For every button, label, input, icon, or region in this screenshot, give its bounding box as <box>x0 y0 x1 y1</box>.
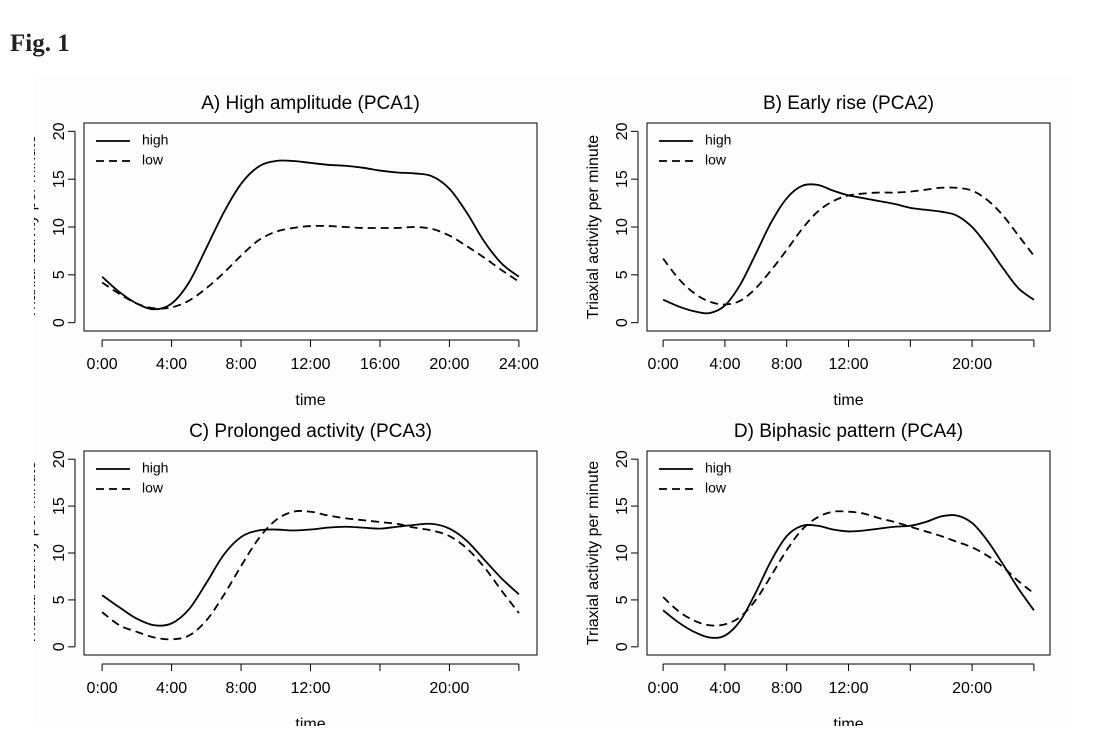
y-tick-label: 0 <box>614 642 631 651</box>
y-tick-label: 10 <box>51 218 68 236</box>
x-tick-label: 24:00 <box>499 356 539 373</box>
x-tick-label: 12:00 <box>290 680 330 697</box>
x-tick-label: 8:00 <box>225 356 256 373</box>
legend-label-low: low <box>142 152 164 168</box>
panel-title: D) Biphasic pattern (PCA4) <box>734 421 963 442</box>
series-line-low <box>662 510 1035 627</box>
x-tick-label: 0:00 <box>648 680 679 697</box>
chart-panel-1: A) High amplitude (PCA1) 0:00 4:00 8:00 12:0… <box>34 93 539 409</box>
series-line-high <box>662 183 1035 315</box>
x-axis-title: time <box>833 392 863 409</box>
x-tick-label: 0:00 <box>87 356 118 373</box>
plot-frame <box>646 450 1051 656</box>
y-tick-label: 10 <box>614 544 631 562</box>
chart-panel-4: D) Biphasic pattern (PCA4) 0:00 4:00 8:00 12… <box>585 421 1051 726</box>
x-axis-title: time <box>833 716 863 726</box>
x-tick-label: 16:00 <box>360 356 400 373</box>
legend-label-low: low <box>705 152 727 168</box>
x-tick-label: 12:00 <box>828 356 868 373</box>
x-tick-label: 4:00 <box>156 680 187 697</box>
plot-frame <box>646 122 1051 332</box>
x-tick-label: 4:00 <box>156 356 187 373</box>
y-tick-label: 20 <box>51 122 68 140</box>
y-axis-title: Triaxial activity per minute <box>585 461 602 645</box>
series-line-low <box>101 224 520 310</box>
series-line-high <box>662 514 1035 639</box>
y-tick-label: 0 <box>51 642 68 651</box>
y-tick-label: 5 <box>51 270 68 279</box>
x-axis-title: time <box>295 392 325 409</box>
chart-grid-svg: A) High amplitude (PCA1) 0:00 4:00 8:00 12:0… <box>34 93 1051 726</box>
x-tick-label: 20:00 <box>429 680 469 697</box>
y-tick-label: 5 <box>614 270 631 279</box>
legend-label-high: high <box>142 132 168 148</box>
y-tick-label: 20 <box>614 450 631 468</box>
x-tick-label: 20:00 <box>429 356 469 373</box>
legend-label-low: low <box>705 480 727 496</box>
y-tick-label: 20 <box>51 450 68 468</box>
x-tick-label: 20:00 <box>952 680 992 697</box>
panel-title: A) High amplitude (PCA1) <box>201 93 420 114</box>
y-tick-label: 5 <box>51 595 68 604</box>
series-line-high <box>101 522 520 627</box>
x-tick-label: 8:00 <box>771 356 802 373</box>
y-tick-label: 15 <box>614 170 631 188</box>
y-axis-title: Triaxial activity per minute <box>34 461 39 645</box>
x-tick-label: 8:00 <box>771 680 802 697</box>
legend-label-high: high <box>705 460 731 476</box>
x-tick-label: 0:00 <box>648 356 679 373</box>
series-line-high <box>101 159 520 311</box>
x-tick-label: 4:00 <box>709 680 740 697</box>
y-tick-label: 0 <box>614 318 631 327</box>
y-axis-title: Triaxial activity per minute <box>585 135 602 319</box>
chart-figure: A) High amplitude (PCA1) 0:00 4:00 8:00 12:0… <box>34 76 1074 726</box>
y-tick-label: 15 <box>614 497 631 515</box>
x-tick-label: 12:00 <box>290 356 330 373</box>
y-tick-label: 15 <box>51 497 68 515</box>
x-tick-label: 8:00 <box>225 680 256 697</box>
y-tick-label: 0 <box>51 318 68 327</box>
legend-label-low: low <box>142 480 164 496</box>
y-axis-title: Triaxial activity per minute <box>34 135 39 319</box>
plot-frame <box>83 122 538 332</box>
series-line-low <box>662 186 1035 306</box>
panel-title: C) Prolonged activity (PCA3) <box>189 421 432 442</box>
y-tick-label: 20 <box>614 122 631 140</box>
x-axis-title: time <box>295 716 325 726</box>
x-tick-label: 4:00 <box>709 356 740 373</box>
y-tick-label: 15 <box>51 170 68 188</box>
panel-title: B) Early rise (PCA2) <box>763 93 934 114</box>
plot-frame <box>83 450 538 656</box>
figure-label: Fig. 1 <box>10 30 70 57</box>
x-tick-label: 12:00 <box>828 680 868 697</box>
x-tick-label: 20:00 <box>952 356 992 373</box>
y-tick-label: 10 <box>614 218 631 236</box>
legend-label-high: high <box>705 132 731 148</box>
chart-panel-2: B) Early rise (PCA2) 0:00 4:00 8:00 12:00 20:… <box>585 93 1051 409</box>
series-line-low <box>101 510 520 641</box>
y-tick-label: 5 <box>614 595 631 604</box>
legend-label-high: high <box>142 460 168 476</box>
y-tick-label: 10 <box>51 544 68 562</box>
chart-panel-3: C) Prolonged activity (PCA3) 0:00 4:00 8:00… <box>34 421 538 726</box>
x-tick-label: 0:00 <box>87 680 118 697</box>
